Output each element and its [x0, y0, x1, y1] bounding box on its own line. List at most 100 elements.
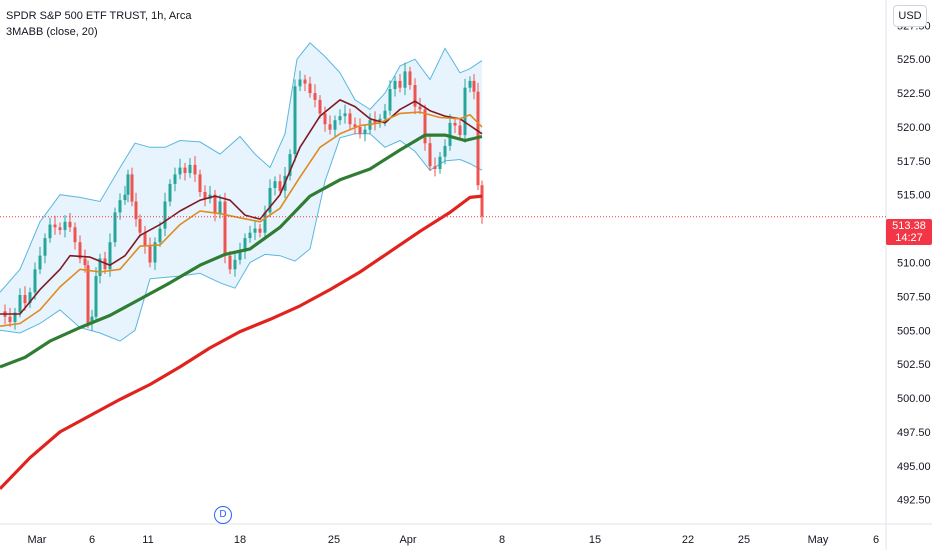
candle-body — [108, 242, 112, 270]
candle-body — [233, 259, 237, 270]
candle-body — [463, 87, 467, 136]
x-tick-label: 25 — [328, 534, 340, 546]
candle-body — [298, 79, 302, 87]
candle-body — [458, 125, 462, 136]
candle-body — [193, 164, 197, 175]
candle-body — [333, 120, 337, 130]
candle-body — [43, 238, 47, 256]
candle-body — [143, 232, 147, 247]
dividend-marker-icon[interactable]: D — [214, 506, 232, 524]
ma-line-orange — [0, 111, 483, 327]
x-tick-label: 15 — [589, 534, 601, 546]
candle-body — [83, 258, 87, 266]
candle-body — [28, 292, 32, 304]
candle-body — [8, 316, 12, 323]
y-tick-label: 497.50 — [897, 427, 931, 439]
candle-body — [183, 167, 187, 173]
y-tick-label: 525.00 — [897, 54, 931, 66]
candle-body — [198, 174, 202, 192]
candle-body — [323, 113, 327, 125]
candle-body — [58, 227, 62, 230]
candle-body — [263, 212, 267, 233]
candle-body — [413, 85, 417, 107]
y-tick-label: 522.50 — [897, 88, 931, 100]
candle-body — [98, 258, 102, 276]
candle-body — [318, 99, 322, 114]
x-tick-label: Apr — [399, 534, 416, 546]
candle-body — [86, 265, 90, 324]
candle-body — [448, 122, 452, 146]
candle-body — [353, 124, 357, 127]
candle-body — [153, 242, 157, 263]
candle-body — [173, 174, 177, 184]
candle-body — [63, 221, 67, 230]
bar-countdown: 14:27 — [895, 232, 923, 244]
candle-body — [248, 232, 252, 239]
candle-body — [163, 201, 167, 229]
candle-body — [134, 201, 138, 220]
candle-body — [338, 116, 342, 121]
candle-body — [188, 164, 192, 173]
candle-body — [472, 80, 476, 92]
indicator-label[interactable]: 3MABB (close, 20) — [6, 26, 98, 38]
candle-body — [468, 80, 472, 88]
x-tick-label: 11 — [142, 534, 153, 546]
candle-body — [423, 109, 427, 144]
candle-body — [363, 129, 367, 134]
candle-body — [388, 89, 392, 111]
candle-body — [238, 251, 242, 260]
candle-body — [126, 174, 130, 195]
candle-body — [348, 113, 352, 125]
x-tick-label: 18 — [234, 534, 246, 546]
candle-body — [453, 122, 457, 126]
candle-body — [418, 106, 422, 110]
last-price-value: 513.38 — [892, 220, 926, 232]
candle-body — [313, 93, 317, 100]
candle-body — [393, 80, 397, 89]
candle-body — [203, 192, 207, 199]
candle-body — [68, 221, 72, 228]
y-tick-label: 500.00 — [897, 393, 931, 405]
candle-body — [123, 194, 127, 201]
y-tick-label: 517.50 — [897, 156, 931, 168]
bollinger-band-fill — [0, 42, 482, 342]
lower-band-line — [0, 133, 483, 342]
candle-body — [253, 228, 257, 233]
candle-body — [148, 246, 152, 263]
candle-body — [138, 219, 142, 233]
candle-body — [328, 124, 332, 130]
candle-body — [273, 181, 277, 188]
candle-body — [90, 316, 94, 324]
candle-body — [48, 224, 52, 239]
x-tick-label: 8 — [499, 534, 505, 546]
x-tick-label: 6 — [89, 534, 95, 546]
symbol-title[interactable]: SPDR S&P 500 ETF TRUST, 1h, Arca — [6, 10, 192, 22]
candle-body — [243, 238, 247, 252]
candle-body — [373, 120, 377, 123]
ma-line-green — [0, 133, 483, 369]
x-tick-label: 22 — [682, 534, 694, 546]
candle-body — [398, 80, 402, 88]
candle-body — [383, 110, 387, 119]
candle-body — [358, 127, 362, 134]
x-tick-label: 25 — [738, 534, 750, 546]
y-tick-label: 510.00 — [897, 258, 931, 270]
candle-body — [33, 269, 37, 293]
y-tick-label: 505.00 — [897, 325, 931, 337]
candle-body — [73, 227, 77, 243]
candle-body — [303, 79, 307, 84]
chart-legend: SPDR S&P 500 ETF TRUST, 1h, Arca 3MABB (… — [6, 8, 191, 40]
candle-body — [213, 194, 217, 214]
currency-button[interactable]: USD — [893, 5, 927, 27]
candle-body — [480, 185, 484, 217]
candle-body — [218, 201, 222, 214]
candle-body — [428, 143, 432, 167]
candle-body — [443, 145, 447, 157]
y-tick-label: 492.50 — [897, 495, 931, 507]
y-tick-label: 495.00 — [897, 461, 931, 473]
candle-body — [223, 201, 227, 256]
candle-body — [130, 174, 134, 202]
last-price-badge: 513.38 14:27 — [886, 219, 932, 245]
